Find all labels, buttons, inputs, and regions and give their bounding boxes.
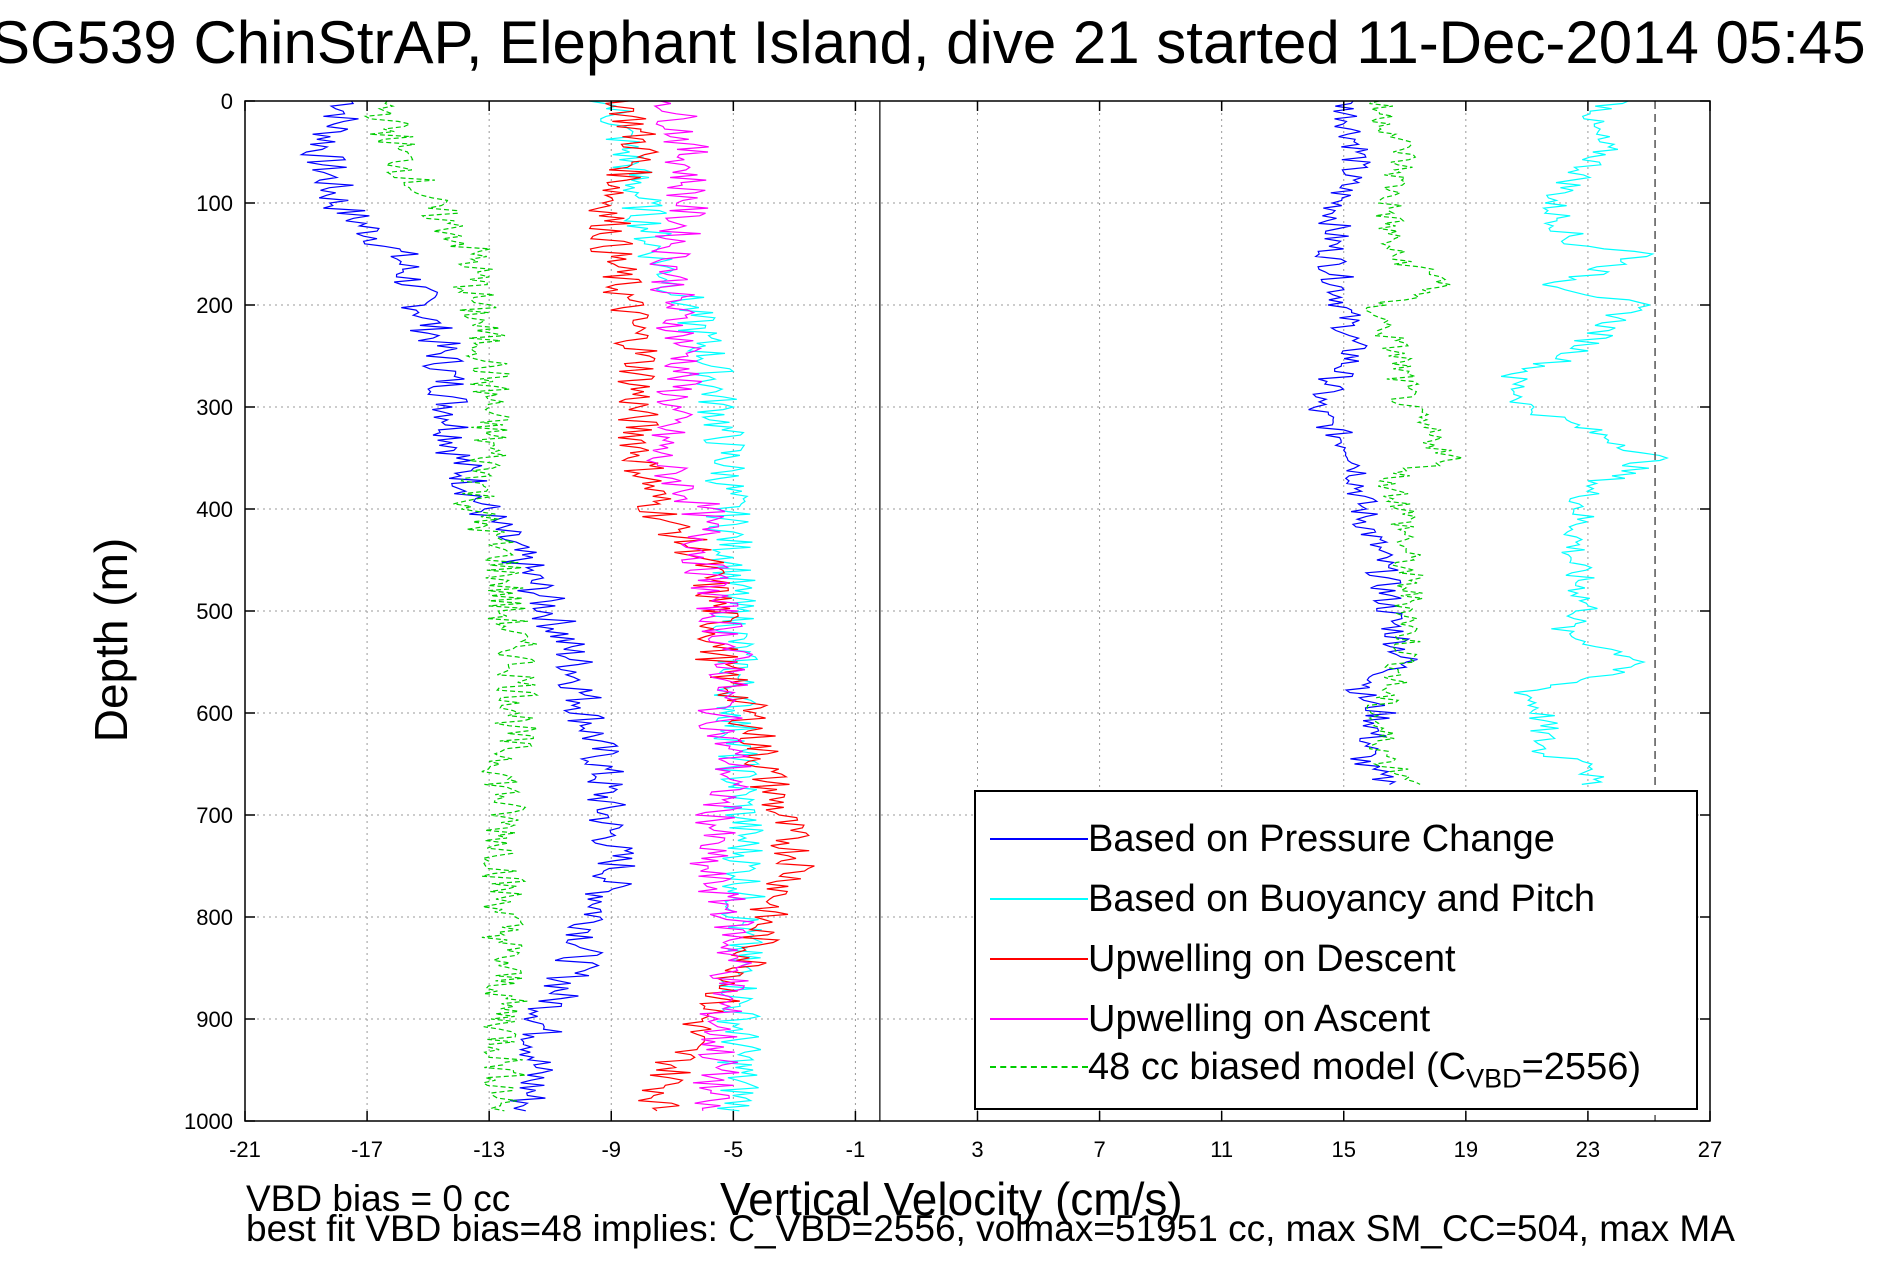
legend-label: Upwelling on Descent [1088,938,1456,980]
x-tick-label: -1 [846,1137,866,1162]
vbd-bias-note: VBD bias = 0 cc [246,1178,511,1219]
y-tick-label: 300 [196,395,233,420]
x-tick-label: 19 [1454,1137,1478,1162]
chart-title: SG539 ChinStrAP, Elephant Island, dive 2… [0,9,1866,76]
y-tick-label: 1000 [184,1109,233,1134]
x-tick-label: 11 [1210,1137,1233,1162]
x-tick-label: 27 [1698,1137,1722,1162]
legend-item-upwelling-ascent: Upwelling on Ascent [976,990,1696,1048]
series-line-7 [1364,100,1463,785]
y-tick-label: 600 [196,701,233,726]
x-tick-label: -9 [601,1137,621,1162]
legend-label-tail: =2556) [1521,1046,1641,1088]
legend-label: 48 cc biased model (CVBD=2556) [1088,1046,1641,1095]
legend-item-buoyancy: Based on Buoyancy and Pitch [976,870,1696,928]
y-tick-label: 0 [221,89,233,114]
series-line-0 [299,100,636,1112]
y-tick-label: 100 [196,191,233,216]
legend-swatch [990,1066,1088,1068]
series-line-5 [645,100,755,1111]
x-tick-label: 15 [1332,1137,1356,1162]
legend-label: Based on Pressure Change [1088,818,1555,860]
series-line-1 [1308,100,1418,785]
y-tick-label: 400 [196,497,233,522]
y-axis-label: Depth (m) [85,537,137,743]
legend: Based on Pressure Change Based on Buoyan… [974,790,1698,1110]
x-tick-label: 23 [1576,1137,1600,1162]
x-tick-label: 3 [971,1137,983,1162]
series-line-3 [1500,100,1669,785]
x-tick-label: -17 [351,1137,383,1162]
legend-item-pressure: Based on Pressure Change [976,810,1696,868]
y-tick-label: 900 [196,1007,233,1032]
x-tick-label: 7 [1093,1137,1105,1162]
y-tick-label: 700 [196,803,233,828]
y-tick-label: 800 [196,905,233,930]
legend-item-upwelling-descent: Upwelling on Descent [976,930,1696,988]
legend-item-biased-model: 48 cc biased model (CVBD=2556) [976,1038,1696,1096]
legend-label-subscript: VBD [1466,1063,1522,1094]
legend-swatch [990,838,1088,840]
legend-label-main: 48 cc biased model (C [1088,1046,1467,1088]
legend-swatch [990,958,1088,960]
series-line-6 [363,100,539,1112]
x-tick-label: -5 [724,1137,744,1162]
legend-label: Based on Buoyancy and Pitch [1088,878,1596,920]
y-tick-label: 500 [196,599,233,624]
legend-label: Upwelling on Ascent [1088,998,1431,1040]
x-tick-label: -21 [229,1137,261,1162]
series-line-4 [588,100,815,1112]
x-tick-label: -13 [473,1137,505,1162]
legend-swatch [990,898,1088,900]
legend-swatch [990,1018,1088,1020]
best-fit-note: best fit VBD bias=48 implies: C_VBD=2556… [246,1208,1735,1249]
x-axis-label: Vertical Velocity (cm/s) [720,1173,1183,1225]
y-tick-label: 200 [196,293,233,318]
